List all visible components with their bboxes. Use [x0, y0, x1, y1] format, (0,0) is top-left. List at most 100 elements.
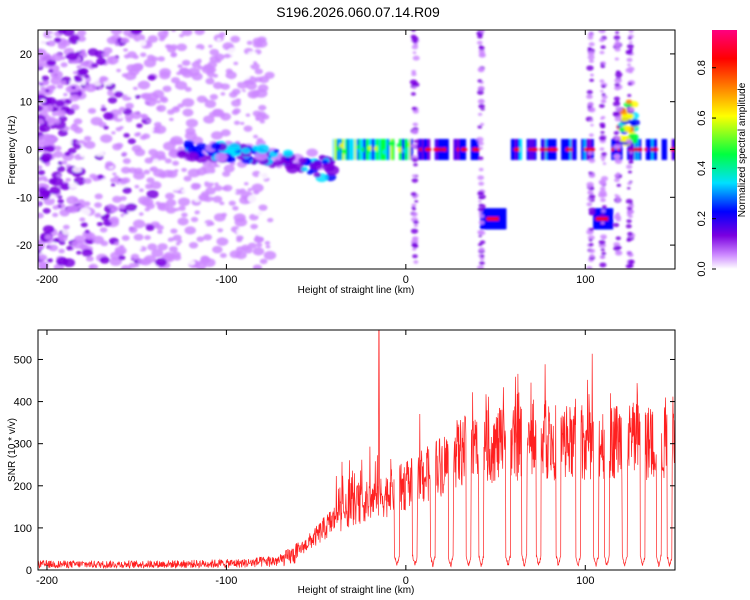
colorbar-tick-label: 0.4 — [696, 161, 708, 176]
streak-blob — [599, 122, 606, 127]
carrier-halo — [352, 138, 356, 161]
streak-blob — [601, 93, 606, 96]
noise-blob — [65, 108, 75, 115]
noise-blob — [40, 103, 54, 113]
streak-blob — [614, 85, 621, 91]
streak-blob — [627, 259, 635, 265]
noise-blob — [57, 161, 64, 166]
noise-blob — [255, 228, 268, 237]
noise-blob — [212, 82, 224, 90]
noise-blob — [236, 237, 243, 243]
noise-blob — [223, 53, 231, 59]
streak-blob — [478, 243, 483, 247]
noise-blob — [259, 258, 268, 265]
noise-blob — [109, 216, 120, 224]
noise-blob — [257, 84, 269, 92]
noise-blob — [122, 214, 131, 221]
noise-blob — [100, 107, 107, 112]
noise-blob — [177, 146, 184, 151]
carrier-halo — [385, 138, 389, 161]
noise-blob — [140, 257, 152, 266]
noise-blob — [57, 234, 68, 242]
streak-blob — [587, 51, 595, 57]
streak-blob — [411, 106, 418, 111]
noise-blob — [166, 170, 178, 178]
noise-blob — [114, 248, 125, 256]
spectrogram-ytick-label: -10 — [16, 192, 32, 204]
noise-blob — [41, 75, 50, 82]
noise-blob — [44, 162, 51, 167]
noise-blob — [221, 186, 229, 191]
streak-blob — [627, 182, 632, 186]
snr-frame — [37, 329, 676, 571]
streak-blob — [614, 47, 621, 52]
noise-blob — [173, 254, 182, 261]
noise-blob — [56, 109, 67, 117]
noise-blob — [38, 191, 51, 200]
carrier-halo — [421, 138, 425, 161]
streak-blob — [478, 103, 485, 109]
noise-blob — [157, 243, 168, 251]
streak-blob — [601, 251, 607, 256]
noise-blob — [209, 222, 215, 226]
noise-blob — [152, 89, 165, 99]
carrier-halo — [350, 138, 353, 161]
carrier-halo — [614, 138, 617, 161]
streak-blob — [628, 30, 634, 33]
noise-blob — [42, 133, 51, 140]
noise-blob — [223, 231, 233, 239]
streak-blob — [477, 79, 483, 83]
streak-blob — [478, 112, 483, 116]
noise-blob — [38, 261, 49, 269]
noise-blob — [47, 40, 56, 47]
noise-blob — [68, 182, 78, 189]
noise-blob — [127, 138, 136, 145]
noise-blob — [123, 133, 130, 138]
streak-blob — [414, 200, 419, 203]
noise-blob — [225, 71, 237, 80]
noise-blob — [96, 221, 104, 227]
noise-blob — [134, 184, 140, 189]
noise-blob — [156, 224, 164, 231]
noise-blob — [109, 257, 122, 266]
noise-blob — [181, 98, 195, 108]
streak-blob — [627, 206, 632, 211]
noise-blob — [107, 203, 114, 208]
noise-blob — [54, 145, 62, 151]
noise-blob — [122, 158, 131, 165]
streak-blob — [600, 198, 606, 203]
carrier-halo — [408, 138, 412, 161]
noise-blob — [259, 119, 266, 124]
noise-blob — [172, 234, 182, 242]
noise-blob — [94, 149, 105, 157]
emerging-blob — [281, 159, 288, 165]
streak-blob — [629, 264, 634, 268]
noise-blob — [170, 135, 183, 145]
noise-blob — [49, 56, 56, 61]
noise-blob — [147, 74, 156, 81]
noise-blob — [201, 84, 213, 93]
streak-blob — [587, 151, 593, 156]
streak-blob — [601, 209, 606, 213]
noise-blob — [118, 204, 126, 209]
colorbar-label: Normalized spectral amplitude — [737, 82, 748, 217]
noise-blob — [190, 216, 199, 223]
noise-blob — [71, 123, 77, 127]
noise-blob — [58, 240, 66, 246]
noise-blob — [204, 99, 217, 109]
noise-blob — [205, 77, 215, 85]
streak-blob — [413, 122, 419, 127]
emerging-blob — [214, 152, 228, 163]
noise-blob — [212, 245, 223, 254]
emerging-blob — [273, 149, 280, 154]
noise-blob — [106, 56, 119, 65]
streak-blob — [627, 63, 631, 67]
noise-blob — [144, 97, 157, 107]
noise-blob — [125, 117, 133, 123]
noise-blob — [130, 30, 143, 35]
drift-blob — [618, 127, 626, 132]
carrier-halo — [390, 138, 393, 161]
noise-blob — [170, 228, 178, 234]
noise-blob — [60, 138, 73, 147]
streak-blob — [586, 65, 594, 71]
